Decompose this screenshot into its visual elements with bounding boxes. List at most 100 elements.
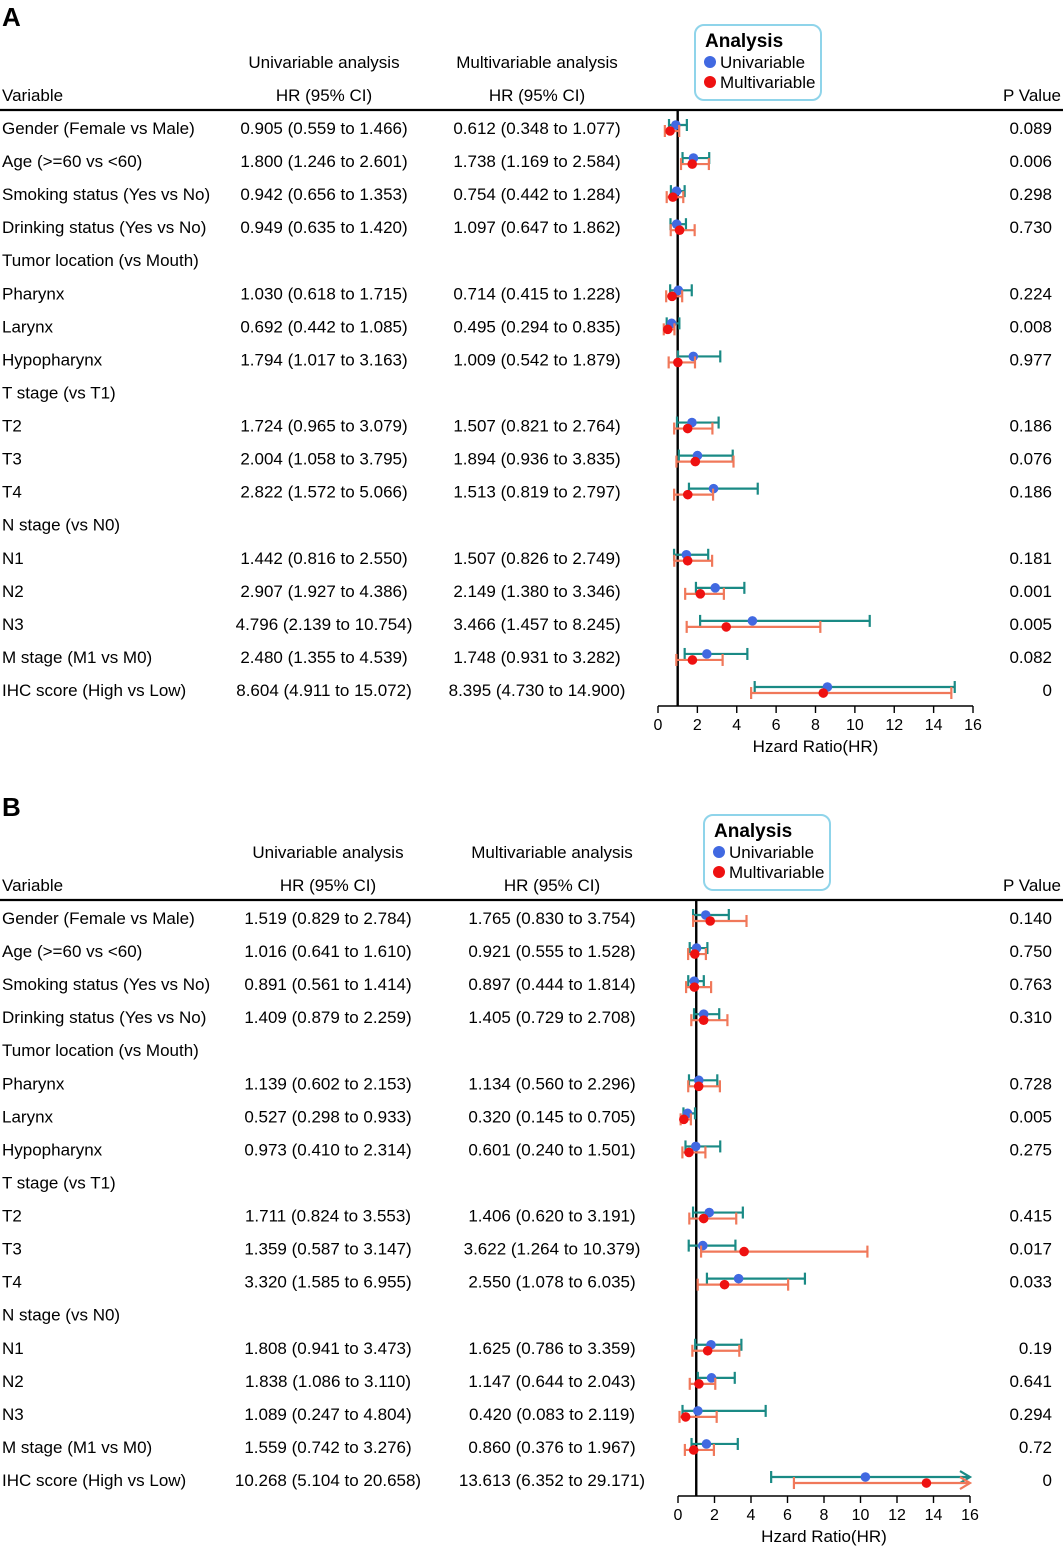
panel-b-x-tick-label: 16 <box>961 1507 979 1524</box>
panel-a-multivariable-point <box>690 456 701 467</box>
panel-b-row-pvalue: 0.763 <box>1009 975 1052 994</box>
panel-b-row-univariable-text: 1.409 (0.879 to 2.259) <box>244 1008 411 1027</box>
panel-b-row-label: M stage (M1 vs M0) <box>2 1438 152 1457</box>
panel-a-row-pvalue: 0.089 <box>1009 119 1052 138</box>
panel-b-row-pvalue: 0.72 <box>1019 1438 1052 1457</box>
panel-b-row-pvalue: 0.140 <box>1009 909 1052 928</box>
panel-a-univariable-point <box>688 351 699 362</box>
panel-a-row-multivariable-text: 1.507 (0.826 to 2.749) <box>453 549 620 568</box>
panel-a-row-pvalue: 0.076 <box>1009 450 1052 469</box>
panel-b-x-tick-label: 6 <box>783 1507 792 1524</box>
panel-b-legend-marker-0 <box>713 846 725 858</box>
panel-a-row-label: T2 <box>2 417 22 436</box>
panel-b-row-label: N3 <box>2 1405 24 1424</box>
panel-b-x-tick-label: 12 <box>888 1507 906 1524</box>
panel-b-row-multivariable-text: 1.765 (0.830 to 3.754) <box>468 909 635 928</box>
panel-b-multivariable-point <box>690 949 700 959</box>
panel-a-multivariable-point <box>818 688 829 698</box>
panel-b-row-label: Gender (Female vs Male) <box>2 909 195 928</box>
panel-b-row-univariable-text: 1.089 (0.247 to 4.804) <box>244 1405 411 1424</box>
panel-a-row-pvalue: 0.006 <box>1009 152 1052 171</box>
panel-a-variable-header: Variable <box>2 86 63 105</box>
panel-a-row-pvalue: 0.008 <box>1009 317 1052 336</box>
panel-a-row-univariable-text: 2.907 (1.927 to 4.386) <box>240 582 407 601</box>
panel-b-univariable-point <box>690 1141 701 1152</box>
panel-b-x-tick-label: 2 <box>710 1507 719 1524</box>
panel-a-row-multivariable-text: 8.395 (4.730 to 14.900) <box>449 681 626 700</box>
panel-a-univariable-point <box>747 616 758 626</box>
panel-b-multivariable-point <box>719 1279 730 1290</box>
panel-b-row-label: N1 <box>2 1339 24 1358</box>
panel-a-row-multivariable-text: 0.495 (0.294 to 0.835) <box>453 317 620 336</box>
panel-b-row-label: T3 <box>2 1240 22 1259</box>
panel-b-row-univariable-text: 1.139 (0.602 to 2.153) <box>244 1074 411 1093</box>
panel-a-row-pvalue: 0.181 <box>1009 549 1052 568</box>
panel-a-multivariable-header: Multivariable analysis <box>456 53 618 72</box>
panel-b-univariable-point <box>701 1439 712 1449</box>
panel-a-multivariable-point <box>682 489 693 500</box>
panel-a-row-univariable-text: 2.822 (1.572 to 5.066) <box>240 483 407 502</box>
panel-a-multivariable-point <box>682 555 693 566</box>
panel-b-row-pvalue: 0.415 <box>1009 1207 1052 1226</box>
panel-b-multivariable-point <box>689 982 700 992</box>
panel-a-legend-box <box>694 24 822 101</box>
panel-a-row-univariable-text: 1.030 (0.618 to 1.715) <box>240 284 407 303</box>
panel-b-x-tick-label: 14 <box>925 1507 943 1524</box>
panel-b-multivariable-point <box>679 1114 689 1125</box>
panel-b-row-label: Smoking status (Yes vs No) <box>2 975 210 994</box>
panel-a-row-pvalue: 0.977 <box>1009 350 1052 369</box>
panel-b-row-multivariable-text: 1.625 (0.786 to 3.359) <box>468 1339 635 1358</box>
panel-b-row-multivariable-text: 0.320 (0.145 to 0.705) <box>468 1107 635 1126</box>
panel-a-multivariable-point <box>668 192 678 202</box>
panel-a-legend-marker-0 <box>704 56 716 68</box>
panel-a-multivariable-point <box>674 225 685 235</box>
panel-a-x-tick-label: 10 <box>846 717 864 734</box>
panel-a-row-multivariable-text: 1.009 (0.542 to 1.879) <box>453 350 620 369</box>
panel-a-multivariable-point <box>673 357 683 368</box>
panel-a-row-label: T3 <box>2 450 22 469</box>
panel-b-multivariable-point <box>684 1147 694 1158</box>
panel-a-row-univariable-text: 4.796 (2.139 to 10.754) <box>236 615 413 634</box>
panel-b-row-multivariable-text: 2.550 (1.078 to 6.035) <box>468 1273 635 1292</box>
panel-a-row-label: M stage (M1 vs M0) <box>2 648 152 667</box>
panel-b-row-univariable-text: 0.527 (0.298 to 0.933) <box>244 1107 411 1126</box>
panel-b-row-label: T4 <box>2 1273 22 1292</box>
panel-b-row-label: Hypopharynx <box>2 1140 103 1159</box>
panel-a-multivariable-point <box>687 159 698 169</box>
panel-b-row-univariable-text: 1.519 (0.829 to 2.784) <box>244 909 411 928</box>
panel-a-x-tick-label: 12 <box>885 717 903 734</box>
panel-a-row-label: N3 <box>2 615 24 634</box>
panel-b-multivariable-hr-header: HR (95% CI) <box>504 876 600 895</box>
panel-a-row-pvalue: 0.186 <box>1009 417 1052 436</box>
panel-b-row-pvalue: 0.275 <box>1009 1140 1052 1159</box>
panel-b-univariable-point <box>698 1240 708 1251</box>
panel-b-row-pvalue: 0.017 <box>1009 1240 1052 1259</box>
panel-b-row-label: N2 <box>2 1372 24 1391</box>
panel-a-row-univariable-text: 0.905 (0.559 to 1.466) <box>240 119 407 138</box>
panel-a-row-univariable-text: 2.480 (1.355 to 4.539) <box>240 648 407 667</box>
panel-b-row-label: Drinking status (Yes vs No) <box>2 1008 206 1027</box>
panel-a-multivariable-point <box>665 126 675 136</box>
panel-a-row-label: Gender (Female vs Male) <box>2 119 195 138</box>
panel-a-multivariable-point <box>721 622 732 632</box>
panel-a-row-multivariable-text: 0.754 (0.442 to 1.284) <box>453 185 620 204</box>
panel-a-row-pvalue: 0.082 <box>1009 648 1052 667</box>
panel-a-row-pvalue: 0.001 <box>1009 582 1052 601</box>
panel-b-row-pvalue: 0 <box>1043 1471 1052 1490</box>
panel-b-row-pvalue: 0.728 <box>1009 1074 1052 1093</box>
panel-a-legend-label-0: Univariable <box>720 53 805 72</box>
panel-b-row-label: Pharynx <box>2 1074 65 1093</box>
panel-b-row-pvalue: 0.005 <box>1009 1107 1052 1126</box>
panel-b-multivariable-ci-arrow <box>959 1476 973 1490</box>
panel-a-x-tick-label: 16 <box>964 717 982 734</box>
panel-b-multivariable-point <box>694 1379 704 1389</box>
panel-a-row-label: N1 <box>2 549 24 568</box>
panel-b-pvalue-header: P Value <box>1003 876 1061 895</box>
panel-a-multivariable-point <box>687 655 698 665</box>
panel-a-x-tick-label: 0 <box>654 717 663 734</box>
panel-a-multivariable-point <box>667 291 677 302</box>
panel-a-univariable-hr-header: HR (95% CI) <box>276 86 372 105</box>
panel-b-multivariable-point <box>698 1015 709 1025</box>
panel-b-row-label: T2 <box>2 1207 22 1226</box>
